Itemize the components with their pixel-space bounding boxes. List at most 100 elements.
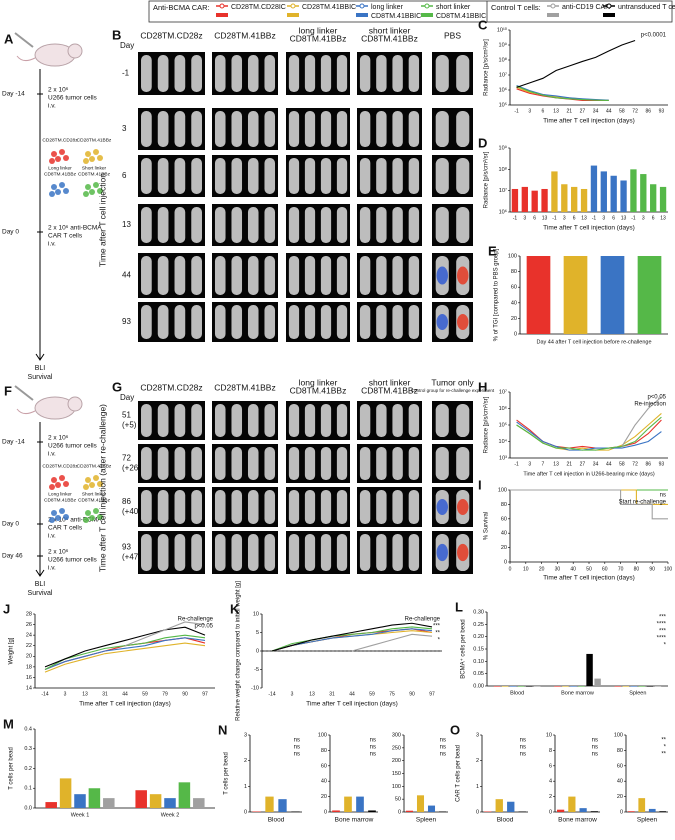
column-header: CD28TM.41BBz [214,30,275,40]
mouse-image [435,404,449,437]
car-t-cell [89,515,95,521]
y-tick-label: 100 [614,732,623,738]
mouse-image [376,447,387,480]
annotation: ns [370,738,376,744]
y-axis-label: Radiance [p/s/cm²/sr] [484,396,490,453]
bar [356,796,364,812]
mouse-image [174,111,186,147]
mouse-image [214,490,226,524]
mouse-image [174,305,186,339]
x-tick-label: Blood [510,690,524,696]
car-t-cell [83,191,89,197]
bar [405,810,414,812]
y-axis-label: T cells per bead [9,747,15,790]
y-tick-label: 250 [392,745,401,751]
panel-letter: N [218,722,227,737]
bar [59,778,72,808]
legend-label: short linker [436,4,471,11]
x-tick-label: 80 [634,566,640,572]
injection-text: U266 tumor cells [48,557,98,564]
mouse-image [231,534,243,571]
mouse-image [288,447,300,480]
car-t-cell [85,510,91,516]
mouse-image [191,447,202,480]
mouse-image [247,111,259,147]
bar [252,811,261,812]
car-t-cell [85,477,91,483]
annotation: **** [657,622,667,628]
legend-symbol [219,3,225,9]
day-label: 44 [122,271,131,280]
y-tick-label: 0 [549,809,552,815]
mouse-image [304,534,316,571]
mouse-image [304,404,316,437]
y-axis-label: T cells per bead [224,752,230,795]
annotation: ** [661,752,666,758]
bar [416,795,425,812]
legend-symbol [547,13,559,17]
group-label: CD28TM.41BBz [77,463,112,469]
mouse-image [288,158,300,194]
mouse-image [174,404,186,437]
car-t-cell [97,188,103,194]
y-tick-label: 10⁷ [499,187,507,194]
annotation: p<0.05 [647,395,666,401]
x-tick-label: 3 [523,215,526,221]
mouse-image [392,256,403,295]
x-axis-label: Time after T cell injection (days) [543,118,635,125]
mouse-image [336,534,348,571]
x-axis-label: Spleen [637,817,658,824]
mouse-image [392,534,403,571]
mouse-image [174,490,186,524]
x-tick-label: 10 [523,566,529,572]
mouse-image [231,256,243,295]
annotation: ns [440,752,446,758]
mouse-image [336,490,348,524]
group-label: Long linker [48,165,72,171]
mouse-image [288,404,300,437]
y-tick-label: 28 [26,611,32,617]
mouse-image [247,490,259,524]
bar [586,653,593,686]
mouse-image [214,305,226,339]
y-tick-label: 20 [26,654,32,660]
mouse-image [320,404,332,437]
series-line [516,416,662,451]
panel-letter: F [4,383,12,398]
group-label: CD8TM.41BBz [78,171,111,177]
y-tick-label: 2 [244,758,247,764]
bar [509,686,517,687]
bar [526,256,551,334]
y-tick-label: 10⁹ [499,144,507,151]
panel-letter: L [455,599,463,614]
bar [557,809,565,812]
y-tick-label: 10⁹ [499,41,507,48]
y-tick-label: 80 [511,269,517,275]
legend-label: untransduced T cells [618,4,675,11]
y-tick-label: 10⁶ [499,208,507,215]
mouse-image [392,158,403,194]
mouse-image [157,111,169,147]
bar [501,686,509,687]
injection-text: i.v. [48,533,56,540]
x-tick-label: 97 [429,691,435,697]
bar [135,790,147,808]
legend-label: long linker [371,4,404,11]
x-axis-label: Time after T cell injection (days) [543,575,635,582]
y-tick-label: 0.3 [24,746,32,752]
mouse-image [304,207,316,243]
y-tick-label: 0.05 [473,671,484,677]
car-t-cell [63,155,69,161]
mouse-image [456,158,470,194]
injection-text: CAR T cells [48,233,83,240]
mouse-image [141,111,152,147]
bar [551,171,558,212]
bar [579,808,587,812]
day-label: 93 [122,543,131,552]
y-axis-label: % of TGI [compared to PBS group] [494,248,500,341]
mouse-image [191,256,202,295]
column-header: long linker [299,377,338,387]
bar [164,798,176,808]
car-t-cell [51,477,57,483]
